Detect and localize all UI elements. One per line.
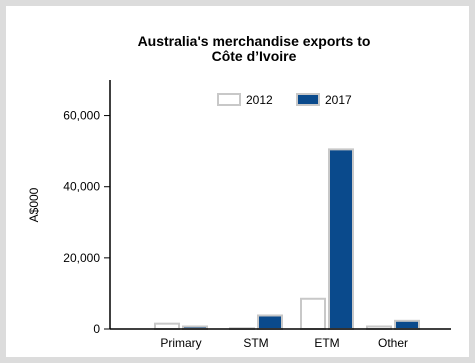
bar-2017-stm: [257, 314, 283, 330]
chart-title-line-1: Australia's merchandise exports to: [138, 33, 371, 49]
x-axis-ticks: Primary STM ETM Other: [160, 336, 408, 350]
x-tick-label-primary: Primary: [160, 336, 201, 350]
y-axis-ticks: 0 20,000 40,000 60,000: [63, 109, 110, 336]
y-tick-label: 40,000: [63, 180, 100, 194]
y-axis-label: A$000: [27, 187, 41, 222]
bar-2017-etm: [328, 148, 354, 330]
legend-label-2012: 2012: [246, 93, 273, 107]
bar-2017-other: [394, 319, 420, 331]
legend-label-2017: 2017: [325, 93, 352, 107]
legend-swatch-2017: [296, 93, 320, 106]
x-tick-label-stm: STM: [243, 336, 268, 350]
bars: [154, 148, 420, 331]
y-tick-label: 60,000: [63, 109, 100, 123]
legend: 2012 2017: [217, 93, 352, 107]
bar-2012-etm: [300, 297, 326, 330]
x-tick-label-other: Other: [378, 336, 408, 350]
chart-title-line-2: Côte d’Ivoire: [212, 48, 297, 64]
legend-swatch-2012: [217, 93, 241, 106]
y-tick-label: 20,000: [63, 251, 100, 265]
x-tick-label-etm: ETM: [314, 336, 339, 350]
y-tick-label: 0: [93, 322, 100, 336]
bar-2012-primary: [154, 322, 180, 330]
